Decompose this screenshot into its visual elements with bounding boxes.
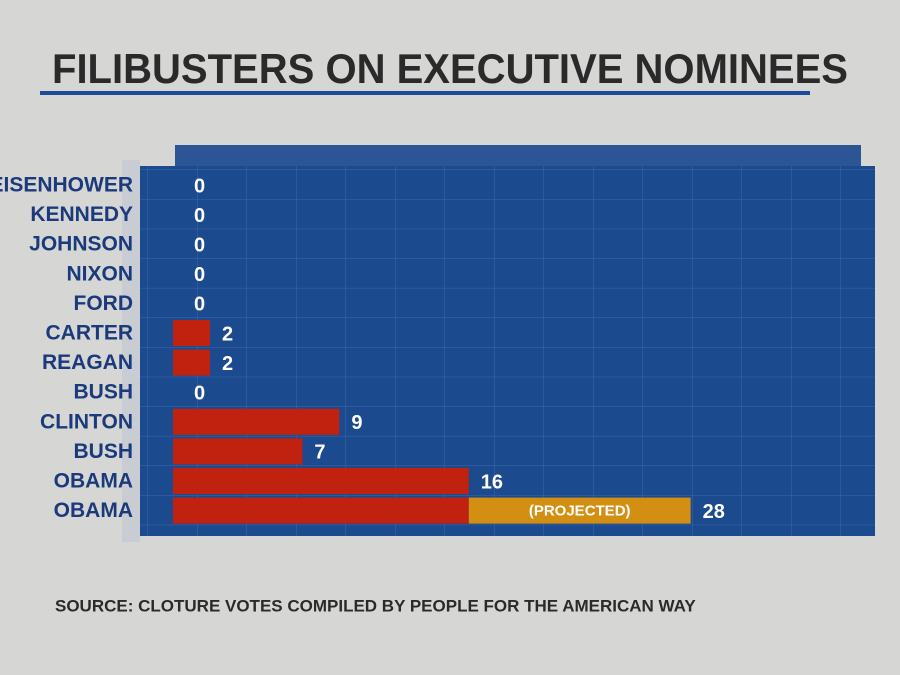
value-label: 16	[481, 471, 503, 493]
category-label: KENNEDY	[30, 203, 133, 226]
bar-segment	[173, 497, 469, 524]
bar-segment	[468, 497, 691, 524]
value-label: 2	[222, 323, 233, 345]
category-label: OBAMA	[54, 470, 133, 493]
bar-segment	[173, 438, 303, 465]
bar-segment	[173, 408, 340, 435]
category-label: FORD	[74, 292, 134, 315]
value-label: 7	[314, 442, 325, 464]
category-label: NIXON	[66, 262, 133, 285]
category-label: CARTER	[46, 322, 134, 345]
value-label: 0	[194, 382, 205, 404]
title-underline	[40, 91, 810, 95]
chart-title: FILIBUSTERS ON EXECUTIVE NOMINEES	[52, 45, 848, 92]
value-label: 0	[194, 175, 205, 197]
value-label: 2	[222, 353, 233, 375]
category-label: REAGAN	[42, 351, 133, 374]
value-label: 0	[194, 264, 205, 286]
value-label: 0	[194, 205, 205, 227]
value-label: 28	[703, 501, 725, 523]
source-note: SOURCE: CLOTURE VOTES COMPILED BY PEOPLE…	[55, 596, 696, 615]
panel-shadow	[122, 160, 140, 542]
category-label: BUSH	[73, 440, 133, 463]
bar-segment	[173, 468, 469, 494]
value-label: 0	[194, 294, 205, 316]
category-label: JOHNSON	[29, 233, 133, 256]
bar-segment	[173, 320, 210, 346]
category-label: CLINTON	[40, 410, 133, 433]
back-panel	[175, 145, 861, 170]
bar-segment	[173, 349, 210, 376]
category-label: BUSH	[73, 381, 133, 404]
value-label: 9	[351, 412, 362, 434]
category-label: EISENHOWER	[0, 174, 133, 197]
segment-label: (PROJECTED)	[529, 503, 631, 520]
category-label: OBAMA	[54, 499, 133, 522]
value-label: 0	[194, 234, 205, 256]
